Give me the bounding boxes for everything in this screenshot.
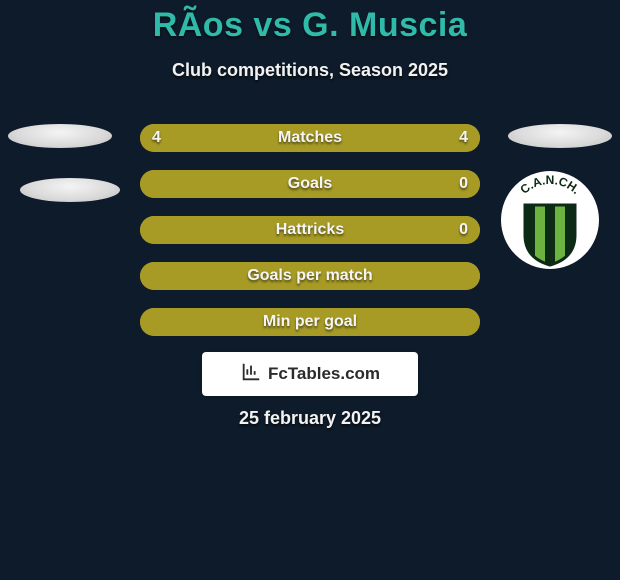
bar-left-fill [140,124,310,152]
bar-right-fill [310,124,480,152]
comparison-bars: Matches44 Goals0 Hattricks0 Goals per match… [140,124,480,354]
right-club-badge: C.A.N.CH. [500,170,600,270]
bar-left-fill [140,262,480,290]
bar-chart-icon [240,361,262,388]
bar-left-fill [140,308,480,336]
bar-row: Min per goal [140,308,480,336]
watermark-text: FcTables.com [268,364,380,384]
left-marker-ellipse-2 [20,178,120,202]
bar-row: Goals per match [140,262,480,290]
bar-row: Matches44 [140,124,480,152]
right-marker-ellipse-1 [508,124,612,148]
left-marker-ellipse-1 [8,124,112,148]
bar-row: Goals0 [140,170,480,198]
page-title: RÃos vs G. Muscia [0,6,620,45]
bar-row: Hattricks0 [140,216,480,244]
bar-left-fill [140,170,480,198]
bar-left-fill [140,216,480,244]
date-text: 25 february 2025 [0,408,620,429]
watermark: FcTables.com [202,352,418,396]
comparison-infographic: RÃos vs G. Muscia Club competitions, Sea… [0,0,620,580]
subtitle: Club competitions, Season 2025 [0,60,620,81]
